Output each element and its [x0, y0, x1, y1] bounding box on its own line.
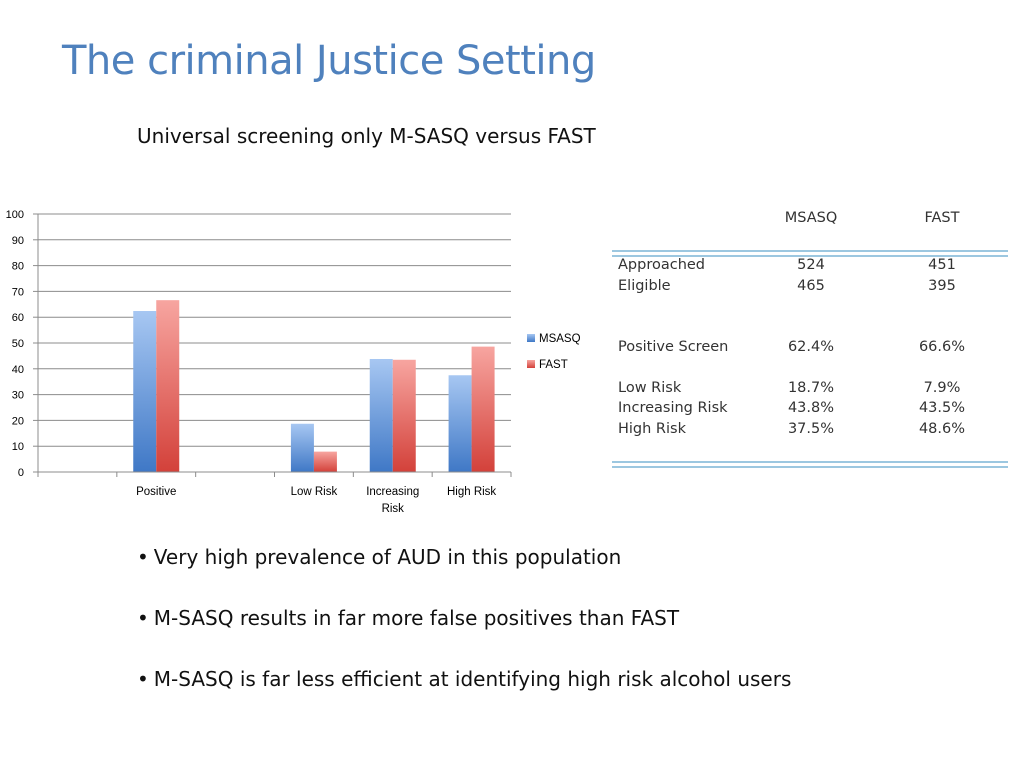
y-tick-label: 70 [12, 286, 24, 298]
row-label: Positive Screen [618, 339, 729, 355]
x-tick-label: Low Risk [291, 486, 338, 498]
bullet-dot: • [137, 545, 149, 569]
y-tick-label: 40 [12, 364, 24, 376]
bullet-dot: • [137, 667, 149, 691]
table-row: Increasing Risk 43.8% 43.5% [618, 400, 1008, 420]
legend-swatch-fast [527, 360, 535, 368]
msasq-value: 465 [797, 278, 825, 294]
legend-swatch-msasq [527, 334, 535, 342]
x-tick-label: High Risk [447, 486, 496, 498]
bar-fast [313, 451, 337, 472]
fast-value: 66.6% [918, 339, 966, 355]
chart-bars [133, 300, 495, 472]
table-rule-top [612, 250, 1008, 252]
bar-fast [156, 300, 180, 472]
chart-gridlines [38, 213, 511, 447]
bullet-item: • M-SASQ is far less efficient at identif… [137, 666, 791, 727]
bar-msasq [290, 423, 314, 472]
table-rule-top [612, 255, 1008, 257]
table-rule-bottom [612, 461, 1008, 463]
fast-value: 395 [928, 278, 956, 294]
bullet-dot: • [137, 606, 149, 630]
y-tick-label: 20 [12, 415, 24, 427]
row-label: Eligible [618, 278, 671, 294]
fast-value: 43.5% [918, 400, 966, 416]
bar-msasq [369, 358, 393, 472]
row-label: High Risk [618, 421, 686, 437]
table-row: Eligible 465 395 [618, 278, 1008, 298]
y-tick-label: 90 [12, 235, 24, 247]
fast-value: 7.9% [923, 380, 961, 396]
bar-msasq [448, 375, 472, 472]
table-row: Approached 524 451 [618, 257, 1008, 277]
y-tick-label: 30 [12, 390, 24, 402]
fast-value: 48.6% [918, 421, 966, 437]
legend-label-msasq: MSASQ [539, 333, 581, 345]
chart-y-axis: 0 10 20 30 40 50 60 70 80 90 100 [6, 209, 39, 479]
slide-subtitle: Universal screening only M-SASQ versus F… [137, 124, 596, 148]
chart-x-axis: Positive Low Risk Increasing Risk High Risk [37, 471, 512, 515]
bar-fast [471, 346, 495, 472]
bullet-list: • Very high prevalence of AUD in this pop… [137, 544, 791, 727]
msasq-value: 62.4% [787, 339, 835, 355]
msasq-value: 43.8% [787, 400, 835, 416]
y-tick-label: 50 [12, 338, 24, 350]
bar-msasq [133, 311, 157, 472]
bullet-text: M-SASQ is far less efficient at identify… [153, 667, 792, 691]
y-tick-label: 100 [6, 209, 24, 221]
table-row: High Risk 37.5% 48.6% [618, 421, 1008, 441]
bar-chart: 0 10 20 30 40 50 60 70 80 90 100 Positive Low Risk I… [6, 209, 581, 515]
bullet-item: • Very high prevalence of AUD in this pop… [137, 544, 791, 605]
row-label: Increasing Risk [618, 400, 728, 416]
bullet-item: • M-SASQ results in far more false positi… [137, 605, 791, 666]
legend-label-fast: FAST [539, 359, 568, 371]
y-tick-label: 10 [12, 441, 24, 453]
fast-value: 451 [928, 257, 956, 273]
slide-title: The criminal Justice Setting [62, 38, 596, 84]
y-tick-label: 0 [18, 467, 24, 479]
bar-fast [392, 359, 416, 472]
table-rule-bottom [612, 466, 1008, 468]
stats-table: MSASQ FAST Approached 524 451 Eligible 4… [612, 200, 1008, 470]
x-tick-label: Positive [136, 486, 176, 498]
bullet-text: Very high prevalence of AUD in this popu… [153, 545, 622, 569]
x-tick-label: Increasing [366, 486, 419, 498]
msasq-value: 37.5% [787, 421, 835, 437]
x-tick-label: Risk [382, 503, 405, 515]
y-tick-label: 60 [12, 312, 24, 324]
y-tick-label: 80 [12, 261, 24, 273]
msasq-value: 524 [797, 257, 825, 273]
table-header-fast: FAST [924, 210, 960, 226]
row-label: Low Risk [618, 380, 682, 396]
row-label: Approached [618, 257, 706, 273]
bullet-text: M-SASQ results in far more false positiv… [153, 606, 680, 630]
table-header-msasq: MSASQ [784, 210, 838, 226]
msasq-value: 18.7% [787, 380, 835, 396]
table-row: Positive Screen 62.4% 66.6% [618, 339, 1008, 359]
chart-legend: MSASQ FAST [527, 333, 581, 371]
table-row: Low Risk 18.7% 7.9% [618, 380, 1008, 400]
